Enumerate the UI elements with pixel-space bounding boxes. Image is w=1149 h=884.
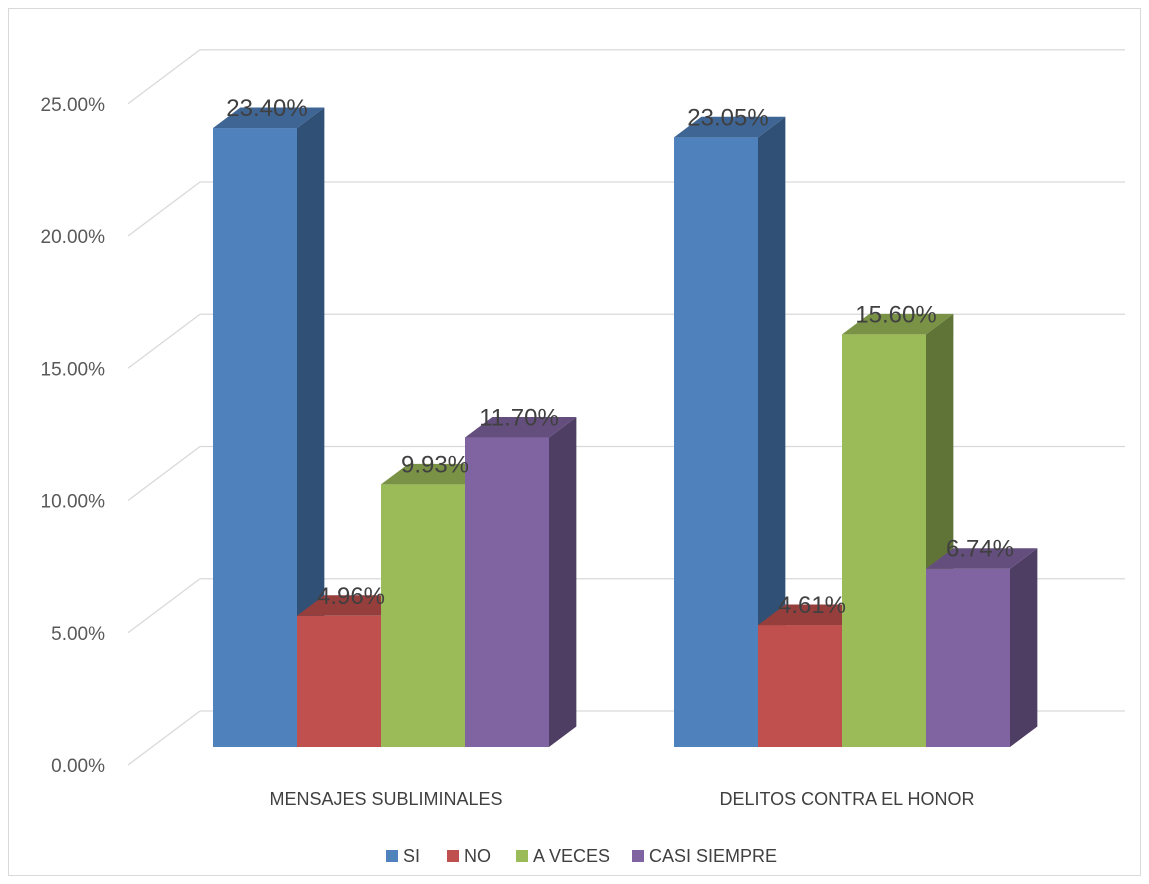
data-labels: 23.40% 4.96% 9.93% 11.70% 23.05% 4.61% 15.60% 6… — [226, 95, 1014, 619]
bar-top — [842, 313, 954, 335]
legend-swatch — [516, 850, 528, 862]
bar — [674, 116, 786, 748]
legend-label: CASI SIEMPRE — [649, 846, 777, 866]
data-label: 23.40% — [226, 95, 307, 122]
y-tick-label: 10.00% — [41, 492, 106, 513]
bar-side — [1010, 548, 1038, 747]
bar-front — [674, 137, 758, 747]
bar-front — [381, 484, 465, 747]
bar-front — [465, 437, 549, 747]
bar-side — [297, 107, 325, 748]
data-label: 9.93% — [401, 451, 469, 478]
bar-front — [926, 568, 1010, 747]
bar-top — [674, 116, 786, 138]
bar-top — [297, 595, 409, 616]
data-label: 4.61% — [778, 592, 846, 619]
bar-front — [297, 615, 381, 747]
bars — [213, 107, 1038, 748]
data-label: 23.05% — [687, 104, 768, 131]
bar-front — [842, 334, 926, 747]
data-label: 15.60% — [855, 301, 936, 328]
gridline-diagonal — [127, 578, 201, 634]
legend-item: CASI SIEMPRE — [632, 846, 777, 866]
legend-label: A VECES — [533, 846, 610, 866]
legend-swatch — [632, 850, 644, 862]
legend: SI NO A VECES CASI SIEMPRE — [386, 846, 777, 866]
legend-item: A VECES — [516, 846, 610, 866]
bar-side — [758, 116, 786, 748]
bar-top — [926, 548, 1038, 569]
category-label: DELITOS CONTRA EL HONOR — [719, 789, 974, 809]
bar — [926, 548, 1038, 747]
bar-front — [758, 625, 842, 747]
legend-item: SI — [386, 846, 420, 866]
bar-top — [758, 604, 870, 626]
gridline-diagonal — [127, 49, 201, 105]
data-label: 4.96% — [317, 583, 385, 610]
bar — [213, 107, 325, 748]
bar — [465, 417, 577, 747]
y-tick-label: 5.00% — [51, 624, 105, 645]
legend-label: NO — [464, 846, 491, 866]
bar-top — [381, 463, 493, 485]
y-tick-label: 0.00% — [51, 756, 105, 777]
data-label: 11.70% — [479, 405, 559, 432]
category-label: MENSAJES SUBLIMINALES — [269, 789, 502, 809]
gridline-diagonal — [127, 181, 201, 237]
legend-item: NO — [447, 846, 491, 866]
legend-label: SI — [403, 846, 420, 866]
y-axis-labels: 0.00% 5.00% 10.00% 15.00% 20.00% 25.00% — [41, 95, 106, 777]
bar-top — [465, 417, 577, 438]
data-label: 6.74% — [946, 536, 1014, 563]
y-tick-label: 15.00% — [41, 359, 106, 380]
y-tick-label: 20.00% — [41, 227, 106, 248]
gridline-diagonal — [127, 710, 201, 766]
bar-side — [549, 417, 577, 747]
y-tick-label: 25.00% — [41, 95, 106, 116]
bar-top — [213, 107, 325, 129]
bar-front — [213, 128, 297, 747]
gridline-diagonal — [127, 313, 201, 369]
legend-swatch — [447, 850, 459, 862]
legend-swatch — [386, 850, 398, 862]
gridline-diagonal — [127, 445, 201, 502]
